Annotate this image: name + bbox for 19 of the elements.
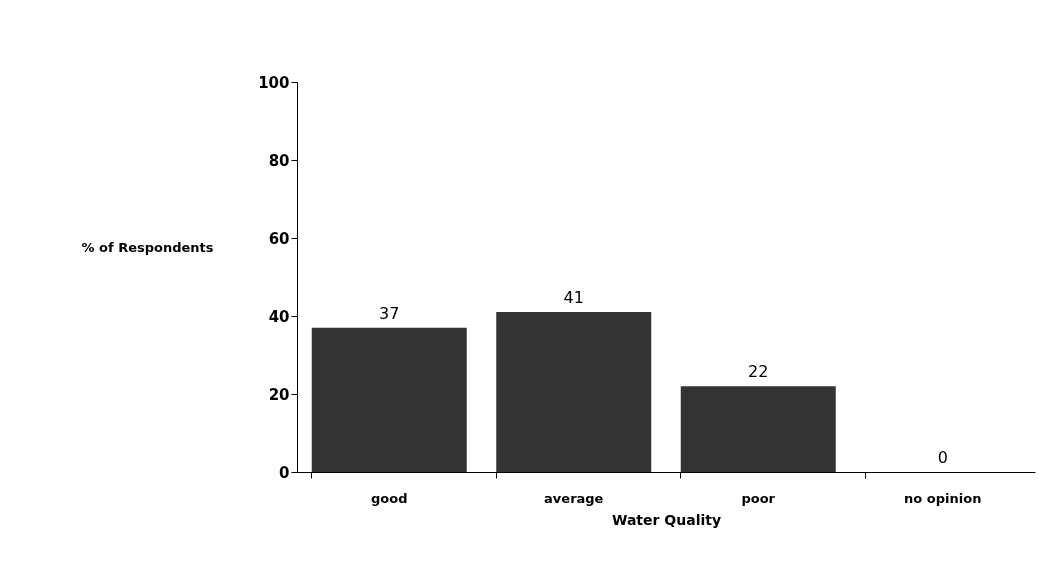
- y-tick-label: 0: [279, 463, 290, 482]
- x-tick-label: poor: [741, 490, 776, 506]
- x-tick-label: average: [544, 490, 604, 506]
- y-axis-title: % of Respondents: [81, 239, 214, 255]
- bar: [311, 327, 467, 472]
- x-tick-label: good: [371, 490, 408, 506]
- y-tick-label: 80: [268, 151, 290, 170]
- y-tick-label: 100: [258, 73, 290, 92]
- x-axis-title: Water Quality: [611, 511, 722, 528]
- y-tick-label: 60: [268, 229, 290, 248]
- x-tick-label: no opinion: [904, 490, 982, 506]
- data-label: 22: [748, 362, 769, 382]
- data-label: 41: [563, 288, 584, 308]
- data-label: 37: [379, 303, 400, 323]
- y-tick-label: 40: [268, 307, 290, 326]
- bar: [496, 312, 652, 472]
- y-tick-label: 20: [268, 385, 290, 404]
- bar: [680, 386, 836, 472]
- data-label: 0: [937, 448, 948, 467]
